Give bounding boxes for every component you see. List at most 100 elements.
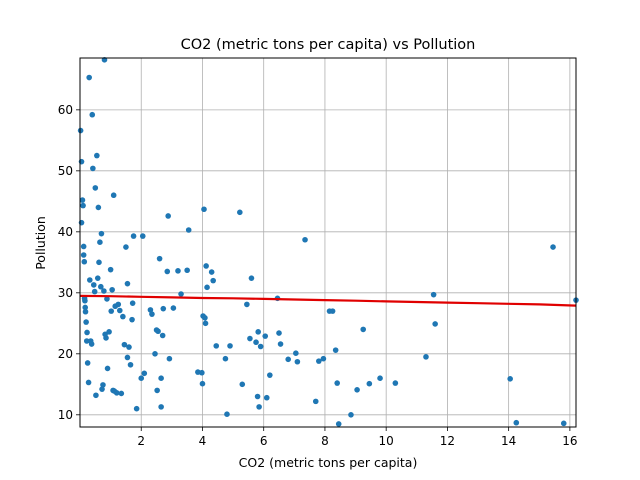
data-point bbox=[201, 206, 207, 213]
y-tick-label: 50 bbox=[58, 164, 73, 178]
data-point bbox=[335, 421, 342, 427]
data-point bbox=[130, 233, 137, 239]
data-point bbox=[159, 332, 166, 339]
grid bbox=[80, 58, 576, 427]
data-point bbox=[208, 269, 215, 275]
data-point bbox=[320, 355, 327, 362]
data-point bbox=[170, 305, 177, 311]
data-point bbox=[432, 321, 438, 327]
data-point bbox=[94, 152, 100, 159]
data-point bbox=[316, 358, 322, 364]
data-point bbox=[138, 375, 145, 382]
data-point bbox=[124, 354, 131, 361]
data-point bbox=[147, 307, 154, 313]
y-tick-label: 40 bbox=[58, 225, 73, 239]
data-point bbox=[117, 307, 123, 314]
data-point bbox=[152, 351, 158, 357]
data-point bbox=[332, 347, 339, 353]
data-point bbox=[158, 375, 164, 382]
data-point bbox=[165, 213, 171, 219]
data-point bbox=[86, 74, 92, 81]
data-point bbox=[139, 233, 146, 239]
data-point bbox=[360, 326, 367, 333]
data-point bbox=[285, 356, 291, 363]
x-tick-label: 2 bbox=[137, 434, 145, 448]
data-point bbox=[312, 398, 319, 405]
data-point bbox=[354, 386, 360, 393]
data-point bbox=[507, 376, 513, 382]
data-point bbox=[263, 394, 270, 401]
data-point bbox=[204, 284, 210, 291]
data-point bbox=[247, 335, 253, 342]
x-tick-label: 6 bbox=[260, 434, 268, 448]
plot-frame bbox=[79, 57, 577, 428]
data-point bbox=[84, 360, 91, 366]
data-point bbox=[348, 412, 354, 418]
data-point bbox=[178, 291, 184, 297]
data-point bbox=[98, 230, 105, 237]
data-point bbox=[83, 338, 90, 344]
data-point bbox=[366, 380, 373, 387]
data-point bbox=[302, 236, 308, 243]
data-point bbox=[79, 197, 86, 203]
data-point bbox=[156, 255, 163, 262]
data-point bbox=[94, 275, 101, 281]
data-point bbox=[199, 369, 205, 376]
x-tick-label: 10 bbox=[379, 434, 394, 448]
y-tick-label: 30 bbox=[58, 286, 73, 300]
data-point bbox=[267, 372, 273, 378]
data-point bbox=[90, 165, 96, 172]
data-point bbox=[184, 267, 190, 274]
trend-line-group bbox=[79, 294, 577, 307]
data-point bbox=[175, 268, 181, 274]
data-point bbox=[423, 354, 429, 360]
data-point bbox=[121, 341, 128, 348]
data-point bbox=[85, 379, 92, 386]
trend-line bbox=[79, 294, 577, 307]
data-point bbox=[99, 386, 105, 392]
chart-title: CO2 (metric tons per capita) vs Pollutio… bbox=[181, 37, 476, 53]
data-point bbox=[97, 239, 103, 245]
data-point bbox=[262, 333, 269, 339]
data-point bbox=[248, 275, 255, 281]
data-point bbox=[98, 283, 104, 290]
data-point bbox=[95, 204, 102, 211]
data-point bbox=[213, 343, 220, 349]
x-tick-label: 8 bbox=[321, 434, 329, 448]
data-point bbox=[124, 280, 131, 287]
data-point bbox=[133, 405, 140, 412]
data-point bbox=[120, 313, 126, 320]
y-axis-ticks: 10 20 30 40 50 60 bbox=[58, 103, 80, 422]
data-point bbox=[92, 185, 99, 191]
data-point bbox=[80, 202, 86, 209]
data-point bbox=[166, 355, 173, 362]
data-point bbox=[104, 296, 110, 302]
x-tick-label: 14 bbox=[501, 434, 516, 448]
data-point bbox=[93, 392, 99, 399]
data-point bbox=[90, 282, 97, 288]
data-point bbox=[254, 393, 261, 400]
y-tick-label: 20 bbox=[58, 347, 73, 361]
data-point bbox=[115, 301, 122, 308]
data-point bbox=[158, 404, 164, 410]
data-point bbox=[550, 244, 556, 250]
data-point bbox=[82, 304, 89, 311]
data-point bbox=[560, 420, 567, 427]
data-point bbox=[199, 380, 206, 387]
data-point bbox=[377, 375, 383, 382]
data-point bbox=[89, 111, 96, 118]
x-tick-label: 16 bbox=[562, 434, 577, 448]
y-axis-label: Pollution bbox=[33, 216, 48, 270]
data-point bbox=[110, 192, 117, 199]
data-point bbox=[127, 361, 134, 368]
data-point bbox=[164, 268, 171, 275]
data-point bbox=[77, 127, 84, 134]
data-point bbox=[224, 411, 230, 417]
data-point bbox=[103, 335, 109, 341]
data-point bbox=[202, 315, 208, 321]
data-point bbox=[82, 308, 89, 315]
data-point bbox=[430, 291, 437, 298]
data-point bbox=[222, 355, 229, 362]
data-point bbox=[256, 404, 262, 410]
